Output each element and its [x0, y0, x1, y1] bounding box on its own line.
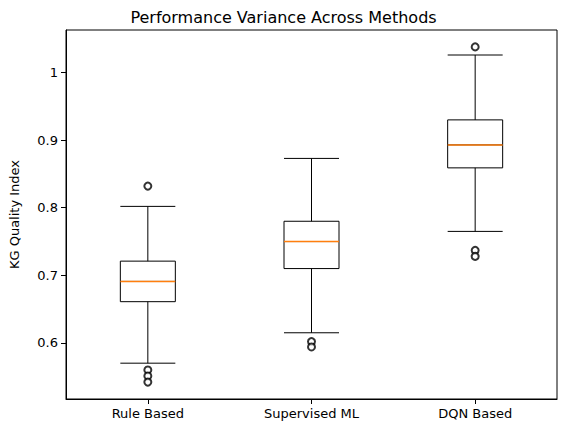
svg-text:0.6: 0.6: [37, 335, 58, 350]
svg-text:0.8: 0.8: [37, 200, 58, 215]
svg-text:KG Quality Index: KG Quality Index: [7, 160, 22, 269]
svg-text:Rule Based: Rule Based: [112, 406, 184, 421]
svg-text:Performance Variance Across Me: Performance Variance Across Methods: [130, 8, 436, 27]
svg-text:Supervised ML: Supervised ML: [264, 406, 360, 421]
svg-text:0.9: 0.9: [37, 133, 58, 148]
svg-text:DQN Based: DQN Based: [438, 406, 512, 421]
svg-text:0.7: 0.7: [37, 268, 58, 283]
svg-text:1: 1: [50, 65, 58, 80]
